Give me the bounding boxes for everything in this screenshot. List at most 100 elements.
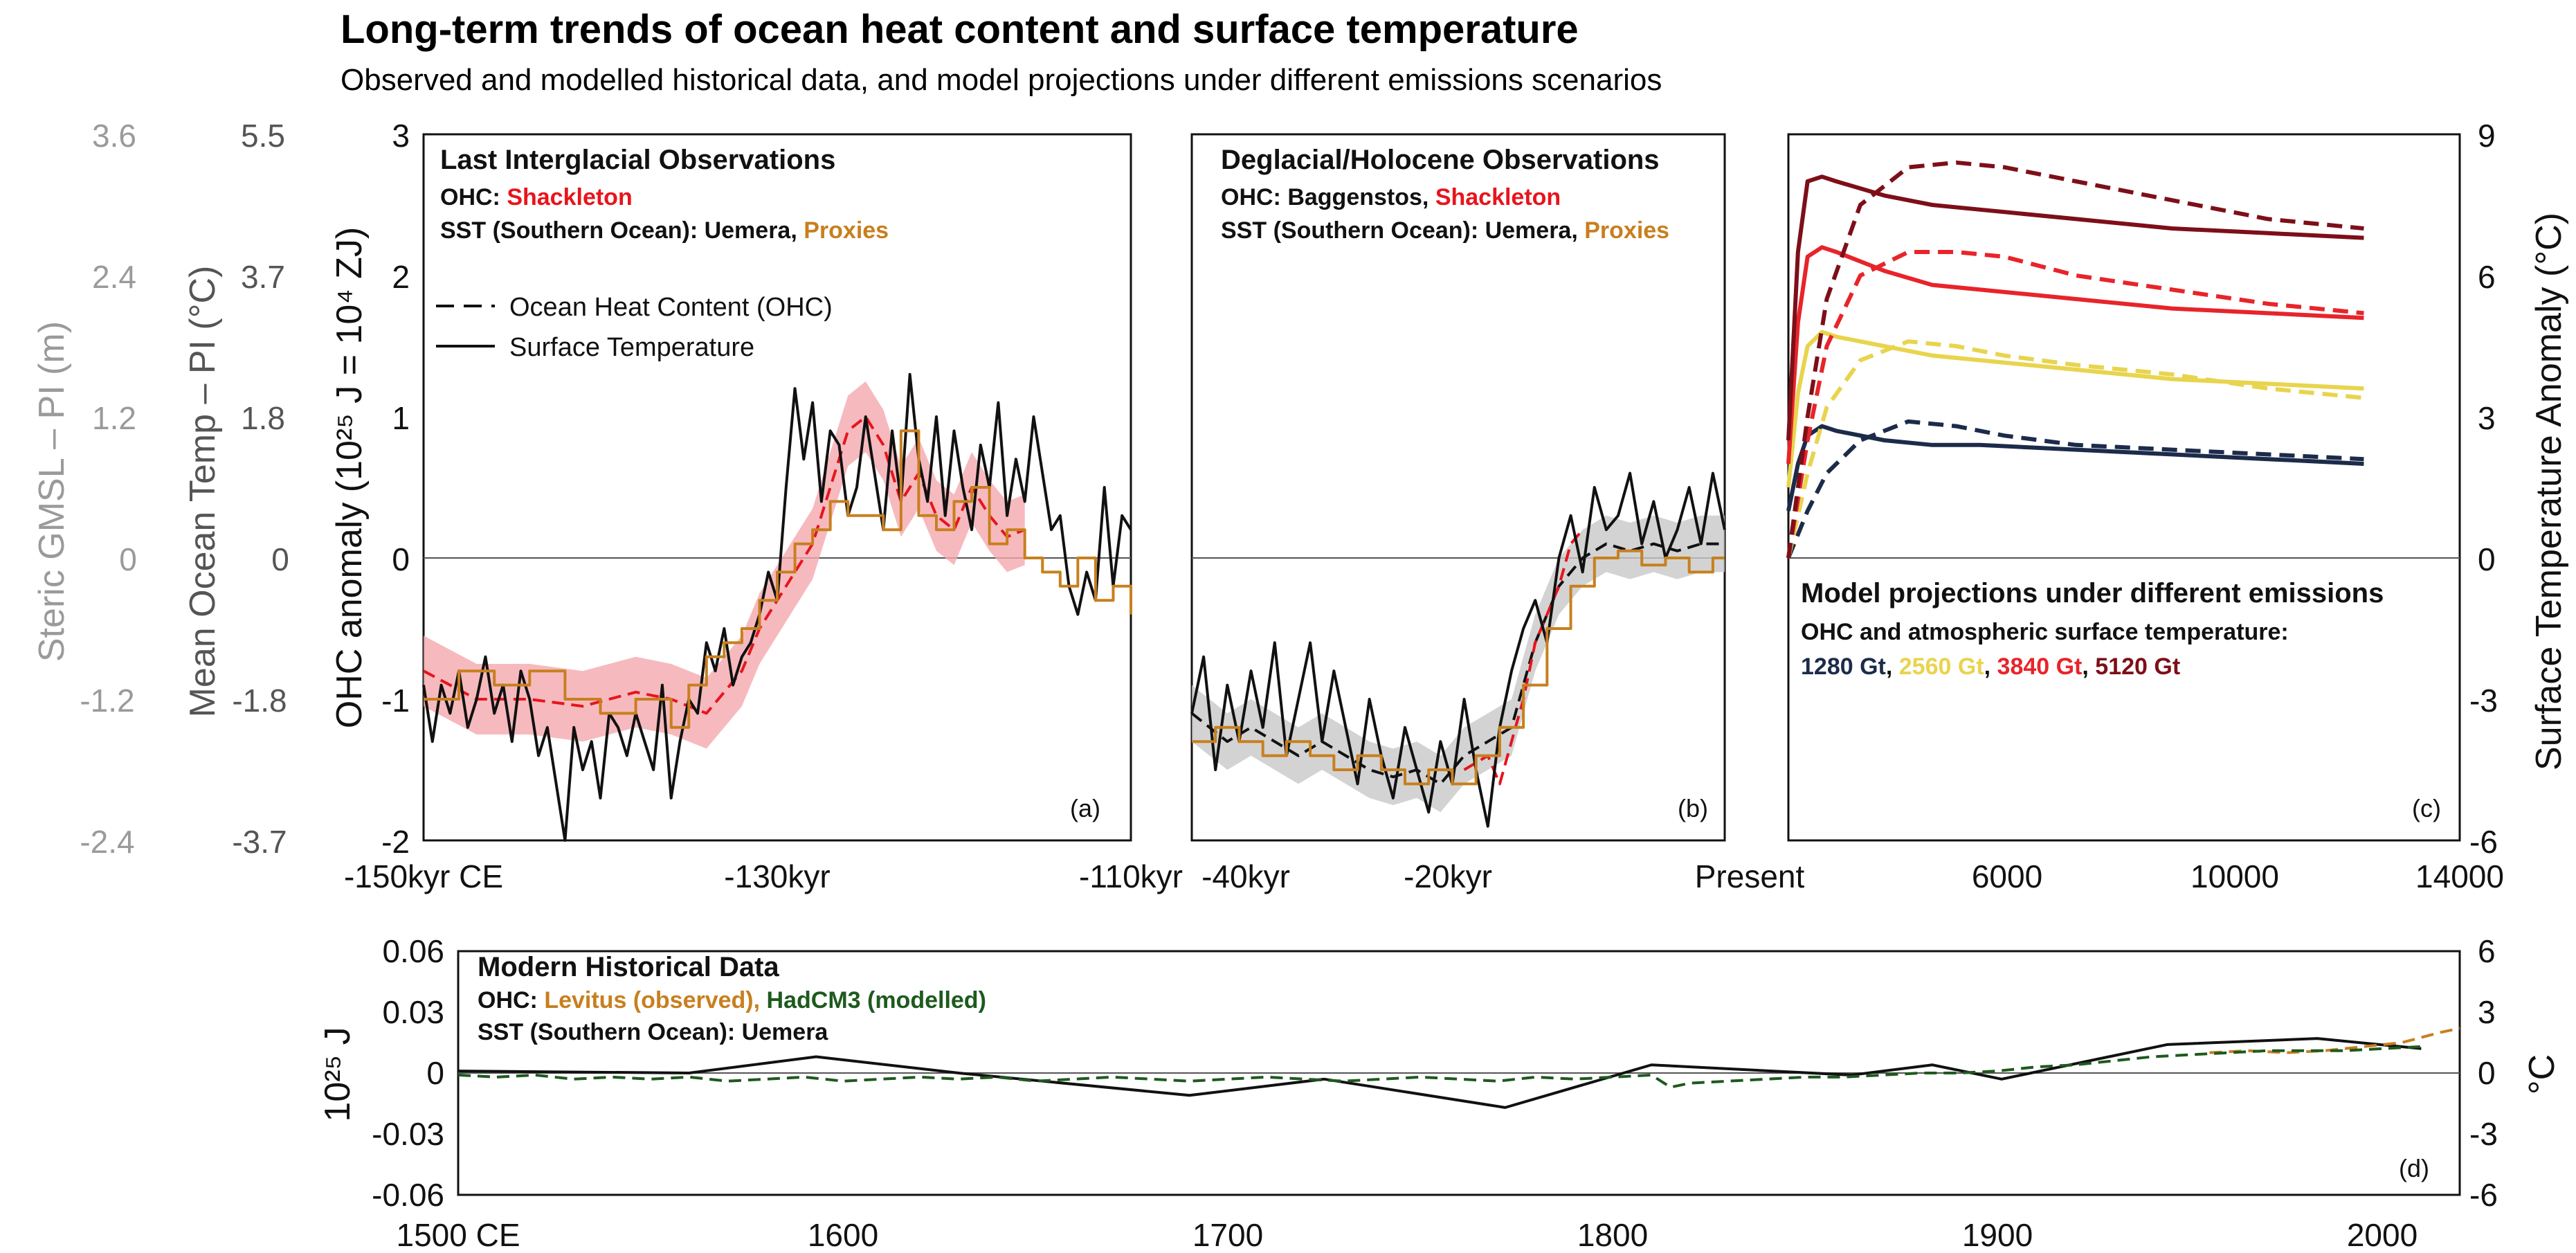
panel-d-ytick-right: 0 [2478,1055,2496,1091]
panel-d-xtick: 1800 [1577,1217,1648,1253]
series-hadcm3-modelled-dashed [457,1045,2422,1089]
panel-d-ytick-right: 3 [2478,994,2496,1030]
panel-c-frame [1787,133,2461,842]
ohc-axis: 3 2 1 0 -1 -2 OHC anomaly (10²⁵ J = 10⁴ … [329,118,410,860]
panel-b-letter: (b) [1678,794,1708,822]
figure-subtitle: Observed and modelled historical data, a… [341,63,1662,97]
ohc-uncertainty-band [424,381,1025,749]
series-3840-gt-solid [1786,245,2364,465]
ohc-tick: -1 [381,683,410,719]
steric-tick: 2.4 [92,259,136,295]
ohc-axis-label: OHC anomaly (10²⁵ J = 10⁴ ZJ) [329,227,370,728]
series-proxies-step [424,429,1132,729]
panel-a-xtick: -130kyr [724,858,830,894]
panel-c-xtick: 6000 [1972,858,2042,894]
panel-b-ohc-source: Shackleton [1435,184,1561,210]
panel-a-xtick: -110kyr [1079,858,1183,894]
panel-c-heading: Model projections under different emissi… [1801,578,2384,609]
panel-a-ohc-prefix: OHC: [440,184,507,210]
panel-c-ytick: 0 [2478,541,2496,577]
panel-a-series [422,372,1132,842]
panel-d-xtick: 1900 [1962,1217,2033,1253]
panel-d-ytick-right: -6 [2469,1177,2498,1213]
panel-d-ohc-line: OHC: Levitus (observed), HadCM3 (modelle… [478,987,986,1013]
ohc-tick: 2 [392,259,410,295]
panel-d-levitus: Levitus (observed), [544,987,766,1013]
panel-b-xtick: -20kyr [1404,858,1492,894]
panel-c-xtick: 14000 [2415,858,2504,894]
panel-d-hadcm3: HadCM3 (modelled) [767,987,986,1013]
panel-c-series [1786,160,2364,559]
panel-c-ytick: 3 [2478,400,2496,436]
panel-b-sst-proxy: Proxies [1584,217,1669,244]
series-sst-southern-ocean-uemera-solid [457,1037,2422,1109]
series-proxies-step [1192,549,1725,786]
steric-tick: 3.6 [92,118,136,154]
panel-d-ytick: -0.06 [372,1177,444,1213]
panel-d-ytick-right: -3 [2469,1116,2498,1152]
panel-a-frame [422,133,1132,842]
panel-a-sst-line: SST (Southern Ocean): Uemera, Proxies [440,217,889,244]
scenario-sep: , [1886,653,1899,680]
panel-b-frame [1190,133,1726,842]
panel-c-scenarios: 1280 Gt, 2560 Gt, 3840 Gt, 5120 Gt [1801,653,2180,680]
panel-d-ytick: 0.06 [382,933,444,969]
panel-d-series [457,1027,2460,1109]
panel-d-ytick: -0.03 [372,1116,444,1152]
ohc-tick: 3 [392,118,410,154]
steric-tick: -1.2 [80,683,134,719]
panel-d-ylabel-right: °C [2522,1054,2562,1094]
panel-d-heading: Modern Historical Data [478,952,779,982]
figure-title: Long-term trends of ocean heat content a… [341,7,1579,52]
panel-a-ohc-uncertainty-band [424,381,1025,749]
panel-b-ohc-line: OHC: Baggenstos, Shackleton [1221,184,1561,210]
panel-c-xtick: 10000 [2190,858,2279,894]
panel-d-xtick: 1700 [1192,1217,1263,1253]
panel-c-ytick: -3 [2469,683,2498,719]
panel-b-sst-line: SST (Southern Ocean): Uemera, Proxies [1221,217,1669,244]
panel-b-xtick: Present [1695,858,1805,894]
scenario-sep: , [2082,653,2095,680]
series-2560-gt-dashed [1786,339,2364,559]
panel-d-ohc-prefix: OHC: [478,987,544,1013]
panel-a-letter: (a) [1070,794,1100,822]
panel-a: Last Interglacial Observations OHC: Shac… [344,133,1183,894]
ohc-tick: -2 [381,824,410,860]
legend-sst-label: Surface Temperature [509,333,754,362]
panel-c-letter: (c) [2412,794,2441,822]
series-1280-gt-solid [1786,424,2364,512]
steric-tick: 0 [119,541,137,577]
ohc-uncertainty-band [1192,515,1725,813]
ohc-tick: 1 [392,400,410,436]
mean-ocean-tick: 5.5 [241,118,285,154]
panel-a-sst-proxy: Proxies [804,217,889,244]
panel-a-ohc-source: Shackleton [507,184,632,210]
mean-ocean-tick: 0 [271,541,289,577]
panel-d-xtick: 1500 CE [396,1217,520,1253]
panel-c: Model projections under different emissi… [1786,118,2569,894]
panel-b-ohc-uncertainty-band [1192,515,1725,813]
mean-ocean-tick: -1.8 [232,683,287,719]
panel-c-sub: OHC and atmospheric surface temperature: [1801,619,2289,645]
steric-tick: 1.2 [92,400,136,436]
mean-ocean-axis-label: Mean Ocean Temp – PI (°C) [183,266,223,718]
steric-axis: 3.6 2.4 1.2 0 -1.2 -2.4 Steric GMSL – PI… [32,118,137,860]
mean-ocean-tick: 3.7 [241,259,285,295]
panel-b-ohc-prefix: OHC: Baggenstos, [1221,184,1435,210]
panel-a-heading: Last Interglacial Observations [440,145,835,175]
panel-a-sst-prefix: SST (Southern Ocean): Uemera, [440,217,804,244]
panel-c-ytick: 9 [2478,118,2496,154]
panel-d-sst-line: SST (Southern Ocean): Uemera [478,1019,828,1045]
series-3840-gt-dashed [1786,250,2364,559]
panel-d-ylabel: 10²⁵ J [318,1027,358,1121]
panel-a-xtick: -150kyr CE [344,858,503,894]
series-surface-temperature-solid [1190,471,1726,828]
ohc-tick: 0 [392,541,410,577]
scenario-5120: 5120 Gt [2095,653,2180,680]
scenario-sep: , [1984,653,1997,680]
panel-d: Modern Historical Data OHC: Levitus (obs… [318,933,2562,1253]
panel-c-ytick: 6 [2478,259,2496,295]
series-ocean-heat-content-ohc-dashed [423,415,1026,715]
panel-b-series [1190,471,1726,828]
steric-tick: -2.4 [80,824,134,860]
